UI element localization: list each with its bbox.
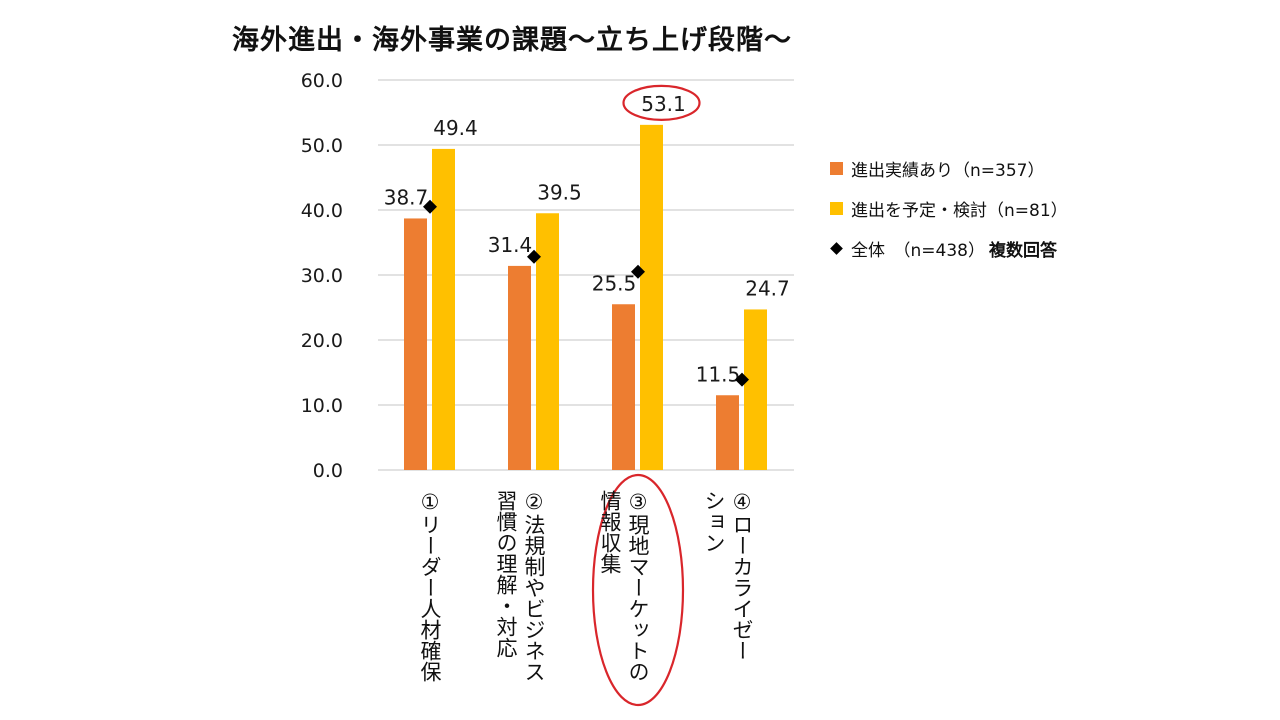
legend: 進出実績あり（n=357） 進出を予定・検討（n=81） 全体 （n=438） … — [830, 148, 1068, 268]
category-label-line: 習慣の理解・対応 — [494, 490, 518, 658]
legend-item-overall: 全体 （n=438） 複数回答 — [830, 228, 1068, 268]
bar-series1 — [716, 395, 739, 470]
data-label-series1: 38.7 — [384, 185, 429, 209]
category-label-line: ション — [702, 490, 726, 553]
category-label-line: ④ローカライゼー — [730, 490, 754, 661]
category-label-line: 情報収集 — [598, 490, 622, 574]
category-label-line: ①リーダー人材確保 — [418, 490, 442, 682]
legend-label-series1: 進出実績あり（n=357） — [851, 160, 1045, 181]
y-tick-label: 20.0 — [301, 330, 343, 352]
y-tick-label: 60.0 — [301, 70, 343, 92]
legend-note: 複数回答 — [988, 240, 1057, 261]
category-label: ④ローカライゼー ション — [700, 490, 756, 661]
overall-diamond-marker — [631, 264, 645, 279]
bar-series2 — [536, 213, 559, 470]
data-label-series2: 53.1 — [641, 92, 686, 116]
legend-swatch-series1 — [830, 161, 843, 175]
category-label: ③現地マーケットの 情報収集 — [596, 490, 652, 682]
bar-series2 — [432, 148, 455, 470]
legend-item-series2: 進出を予定・検討（n=81） — [830, 188, 1068, 228]
highlight-ellipse-category — [591, 473, 685, 707]
category-label-line: ③現地マーケットの — [626, 490, 650, 682]
overall-diamond-marker — [423, 199, 437, 214]
y-tick-label: 0.0 — [313, 460, 343, 482]
overall-diamond-marker — [527, 249, 541, 264]
y-tick-label: 30.0 — [301, 265, 343, 287]
data-label-series1: 31.4 — [488, 233, 533, 257]
legend-item-series1: 進出実績あり（n=357） — [830, 148, 1068, 188]
bar-series2 — [640, 124, 663, 470]
data-label-series1: 11.5 — [696, 362, 741, 386]
category-label: ①リーダー人材確保 — [416, 490, 444, 682]
legend-diamond-icon — [830, 241, 843, 255]
bar-series1 — [508, 265, 531, 470]
bar-series1 — [404, 218, 427, 470]
y-tick-label: 50.0 — [301, 135, 343, 157]
bar-series2 — [744, 309, 767, 470]
data-label-series2: 49.4 — [433, 116, 478, 140]
highlight-ellipse-value — [622, 84, 701, 121]
category-label-line: ②法規制やビジネス — [522, 490, 546, 682]
y-tick-label: 40.0 — [301, 200, 343, 222]
data-label-series2: 24.7 — [745, 276, 790, 300]
data-label-series1: 25.5 — [592, 271, 637, 295]
data-label-series2: 39.5 — [537, 180, 582, 204]
overall-diamond-marker — [735, 372, 749, 387]
chart-title: 海外進出・海外事業の課題～立ち上げ段階～ — [232, 25, 792, 56]
legend-label-series2: 進出を予定・検討（n=81） — [851, 200, 1068, 221]
legend-label-overall: 全体 （n=438） — [851, 240, 985, 261]
y-tick-label: 10.0 — [301, 395, 343, 417]
category-label: ②法規制やビジネス 習慣の理解・対応 — [492, 490, 548, 682]
legend-swatch-series2 — [830, 201, 843, 215]
bar-series1 — [612, 304, 635, 470]
